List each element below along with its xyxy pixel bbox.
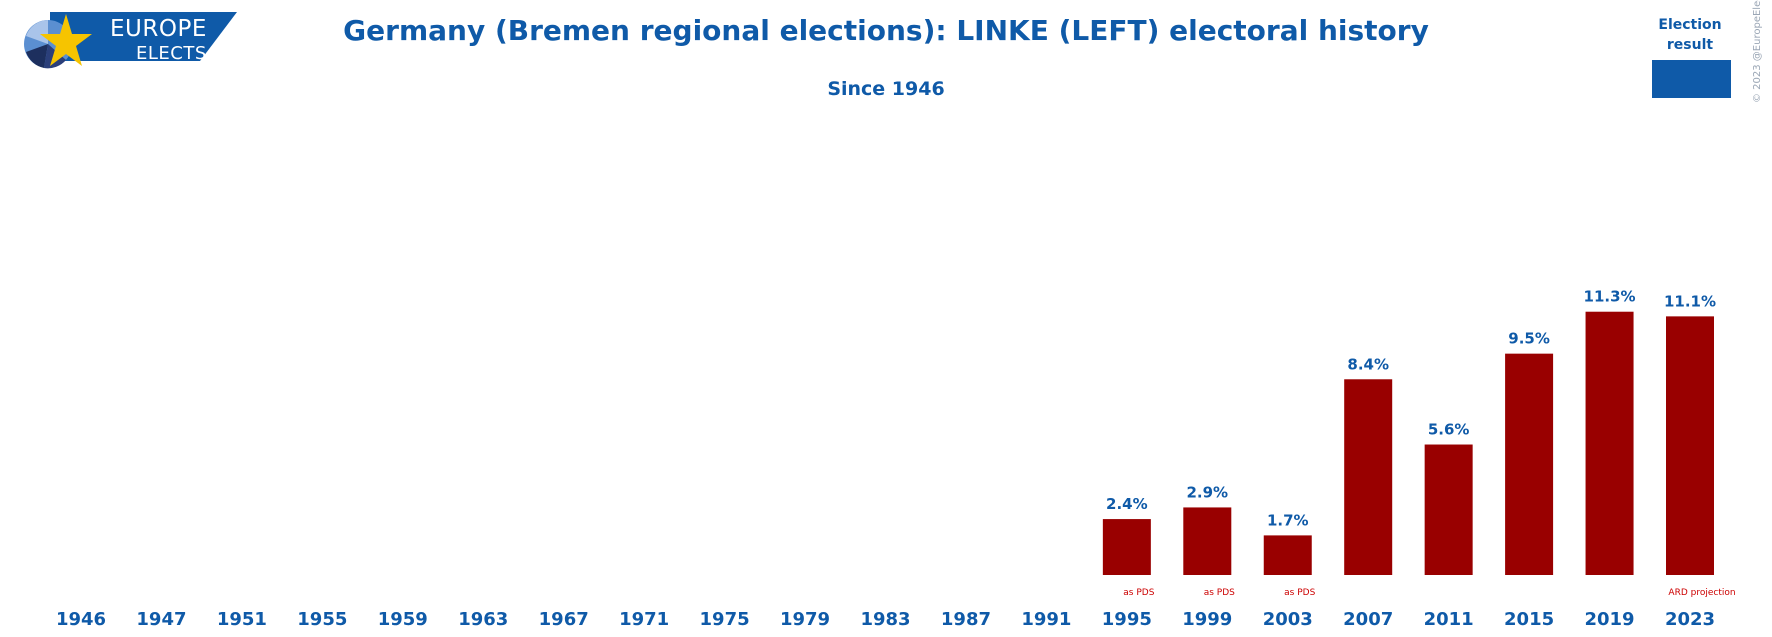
legend-label: Election result (1658, 17, 1722, 53)
x-tick-label: 2019 (1584, 609, 1634, 630)
bar-1995 (1102, 519, 1151, 575)
logo-globe-segment (26, 44, 48, 68)
x-tick-label: 1963 (458, 609, 508, 630)
x-tick-label: 1967 (539, 609, 589, 630)
x-tick-label: 1947 (136, 609, 186, 630)
chart-subtitle: Since 1946 (827, 78, 945, 100)
chart-legend: Election result (1648, 15, 1732, 98)
bar-2007 (1344, 379, 1393, 575)
chart-title: Germany (Bremen regional elections): LIN… (343, 14, 1429, 47)
x-tick-label: 1995 (1102, 609, 1152, 630)
x-tick-label: 1975 (700, 609, 750, 630)
data-label-1999: 2.9% (1186, 483, 1228, 501)
data-label-2015: 9.5% (1508, 330, 1550, 348)
bar-2023 (1666, 316, 1714, 575)
x-tick-label: 2003 (1263, 609, 1313, 630)
data-label-2023: 11.1% (1664, 292, 1716, 310)
bar-2011 (1424, 444, 1473, 575)
logo-text-elects: ELECTS (136, 43, 207, 64)
legend-swatch (1652, 60, 1731, 98)
x-tick-label: 1971 (619, 609, 669, 630)
x-tick-label: 1999 (1182, 609, 1232, 630)
x-tick-label: 2023 (1665, 609, 1715, 630)
europe-elects-logo (24, 12, 237, 69)
logo-globe-segment (26, 20, 48, 44)
logo-banner-shape (50, 12, 237, 61)
x-tick-label: 1983 (860, 609, 910, 630)
data-label-1995: 2.4% (1106, 495, 1148, 513)
x-tick-label: 1946 (56, 609, 106, 630)
bar-note-2023: ARD projection (1668, 588, 1735, 598)
x-tick-label: 1991 (1021, 609, 1071, 630)
data-label-2003: 1.7% (1267, 511, 1309, 529)
bar-note-1995: as PDS (1123, 588, 1154, 598)
bar-2003 (1263, 535, 1312, 575)
data-label-2007: 8.4% (1347, 355, 1389, 373)
bar-2015 (1505, 353, 1554, 575)
bar-note-2003: as PDS (1284, 588, 1315, 598)
x-tick-label: 1979 (780, 609, 830, 630)
x-tick-label: 2007 (1343, 609, 1393, 630)
logo-star-icon (40, 14, 92, 66)
x-tick-label: 1955 (297, 609, 347, 630)
bar-1999 (1183, 507, 1232, 575)
data-label-2011: 5.6% (1428, 421, 1470, 439)
x-tick-label: 1951 (217, 609, 267, 630)
data-label-2019: 11.3% (1584, 288, 1636, 306)
bar-2019 (1585, 311, 1634, 575)
logo-text-europe: EUROPE (110, 16, 207, 42)
x-tick-label: 1987 (941, 609, 991, 630)
x-tick-label: 2011 (1424, 609, 1474, 630)
x-tick-label: 2015 (1504, 609, 1554, 630)
x-tick-label: 1959 (378, 609, 428, 630)
bar-note-1999: as PDS (1204, 588, 1235, 598)
